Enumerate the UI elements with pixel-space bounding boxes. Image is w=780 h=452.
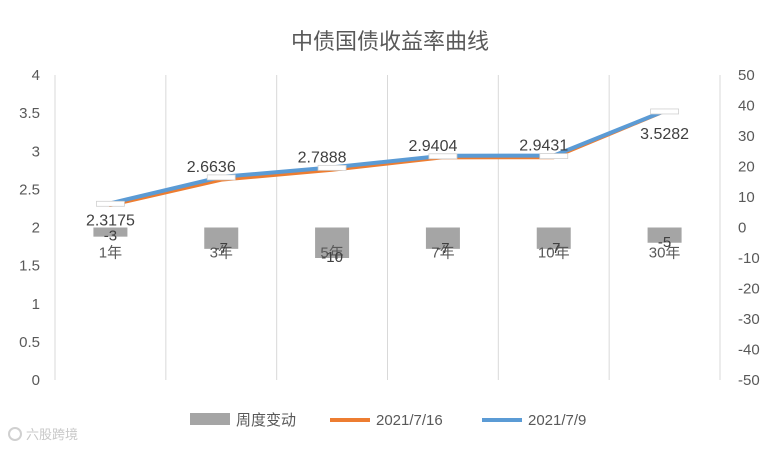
bar-weekly-change xyxy=(93,227,128,237)
point-marker xyxy=(428,153,458,160)
point-marker xyxy=(650,108,679,115)
category-label: 10年 xyxy=(538,245,570,262)
bar-weekly-change xyxy=(647,227,682,243)
point-marker xyxy=(539,153,569,159)
bar-weekly-change xyxy=(315,227,350,258)
category-label: 7年 xyxy=(431,245,454,262)
left-axis-tick-label: 2.5 xyxy=(19,181,40,198)
point-value-label: 2.9431 xyxy=(519,138,568,155)
left-axis-tick-label: 3 xyxy=(32,143,40,160)
point-value-label: 2.9404 xyxy=(408,138,457,155)
series-line xyxy=(108,108,667,206)
bar-value-label: -7 xyxy=(215,240,228,257)
watermark: 六股跨境 xyxy=(8,424,78,443)
point-value-label: 2.6636 xyxy=(187,159,236,176)
point-value-label: 2.3175 xyxy=(86,212,135,229)
category-label: 5年 xyxy=(320,245,343,262)
bar-weekly-change xyxy=(425,227,460,249)
right-axis-tick-label: -20 xyxy=(738,281,760,298)
bar-value-label: -7 xyxy=(547,240,560,257)
right-axis-tick-label: 50 xyxy=(738,67,755,84)
right-axis-tick-label: -40 xyxy=(738,342,760,359)
category-label: 30年 xyxy=(649,245,681,262)
right-axis-tick-label: 20 xyxy=(738,159,755,176)
bar-weekly-change xyxy=(204,227,239,249)
left-axis-tick-label: 0 xyxy=(32,372,40,389)
legend-label: 2021/7/9 xyxy=(528,412,586,429)
left-axis-tick-label: 1 xyxy=(32,296,40,313)
right-axis-tick-label: -50 xyxy=(738,372,760,389)
chart-title: 中债国债收益率曲线 xyxy=(290,30,489,55)
left-axis-tick-label: 1.5 xyxy=(19,258,40,275)
left-axis-tick-label: 4 xyxy=(32,67,40,84)
category-label: 3年 xyxy=(210,245,233,262)
right-axis-tick-label: -10 xyxy=(738,250,760,267)
point-marker xyxy=(96,200,125,207)
watermark-logo-icon xyxy=(8,426,22,441)
left-axis-tick-label: 0.5 xyxy=(19,334,40,351)
right-axis-tick-label: 30 xyxy=(738,128,755,145)
legend-label: 周度变动 xyxy=(236,412,296,429)
legend-label: 2021/7/16 xyxy=(376,412,443,429)
right-axis-tick-label: 0 xyxy=(738,220,746,237)
watermark-text: 六股跨境 xyxy=(26,428,79,443)
point-value-label: 2.7888 xyxy=(298,149,347,166)
point-marker xyxy=(206,174,236,181)
category-label: 1年 xyxy=(99,245,122,262)
point-value-label: 3.5282 xyxy=(640,126,689,143)
bar-value-label: -5 xyxy=(658,234,671,251)
bar-value-label: -7 xyxy=(436,240,449,257)
left-axis-tick-label: 2 xyxy=(32,220,40,237)
point-marker xyxy=(317,164,347,171)
left-axis-tick-label: 3.5 xyxy=(19,105,40,122)
bar-value-label: -10 xyxy=(321,249,343,266)
bar-weekly-change xyxy=(536,227,571,249)
right-axis-tick-label: 40 xyxy=(738,98,755,115)
legend-swatch-bars xyxy=(190,413,230,425)
right-axis-tick-label: -30 xyxy=(738,311,760,328)
right-axis-tick-label: 10 xyxy=(738,189,755,206)
bar-value-label: -3 xyxy=(104,228,117,245)
